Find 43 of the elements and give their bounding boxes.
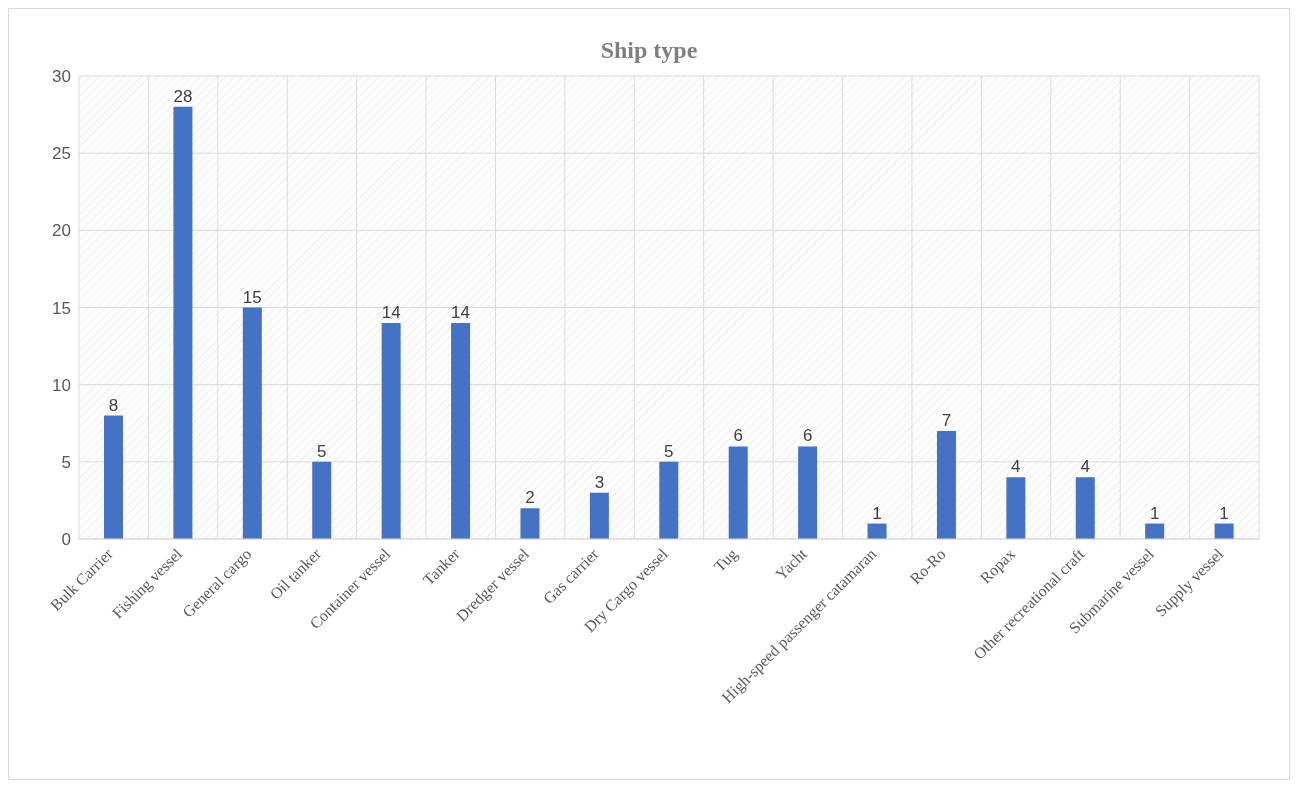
data-label: 4: [1080, 457, 1090, 477]
y-tick-label: 15: [52, 298, 71, 318]
bar: [451, 322, 471, 539]
data-label: 8: [108, 395, 119, 415]
data-label: 28: [173, 86, 193, 106]
bar: [242, 307, 262, 539]
y-tick-label: 10: [52, 375, 71, 395]
bar: [798, 446, 818, 539]
y-tick-label: 5: [61, 452, 71, 472]
bar: [936, 430, 956, 539]
data-label: 3: [594, 472, 605, 492]
bar: [104, 415, 123, 539]
x-tick-label: Tug: [710, 545, 742, 576]
bar: [1075, 477, 1095, 539]
bar: [520, 508, 540, 539]
bar: [589, 492, 609, 539]
bar: [867, 523, 887, 539]
data-label: 5: [664, 441, 674, 461]
bar: [659, 461, 679, 539]
data-label: 14: [451, 302, 471, 322]
data-label: 1: [872, 503, 882, 523]
data-label: 1: [1149, 503, 1160, 523]
chart-title: Ship type: [599, 36, 699, 64]
bar: [1145, 523, 1165, 539]
y-tick-label: 30: [52, 67, 71, 87]
y-tick-label: 25: [52, 144, 71, 164]
bar: [728, 446, 748, 539]
data-label: 7: [941, 410, 952, 430]
y-tick-label: 20: [52, 221, 71, 241]
data-label: 15: [242, 287, 262, 307]
data-label: 14: [381, 302, 401, 322]
data-label: 4: [1011, 457, 1021, 477]
bar: [381, 322, 401, 539]
data-label: 2: [525, 488, 535, 508]
bar: [312, 461, 332, 539]
bar: [173, 106, 193, 539]
y-tick-label: 0: [61, 530, 71, 550]
data-label: 6: [802, 426, 813, 446]
bar: [1006, 477, 1026, 539]
data-label: 6: [733, 426, 743, 446]
data-label: 5: [317, 441, 327, 461]
bar: [1214, 523, 1234, 539]
data-label: 1: [1219, 503, 1229, 523]
